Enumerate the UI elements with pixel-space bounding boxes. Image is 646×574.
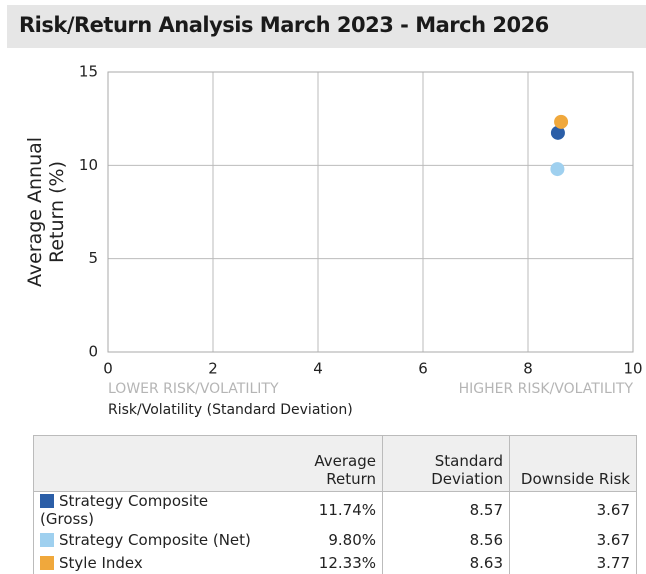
header-cell: Standard Deviation xyxy=(382,435,510,492)
value-cell: 9.80% xyxy=(260,528,383,551)
point xyxy=(554,114,569,129)
series-cell: Strategy Composite (Net) xyxy=(33,528,260,551)
series-name: Style Index xyxy=(59,553,143,572)
point xyxy=(550,125,565,140)
x-tick-label: 6 xyxy=(418,360,428,378)
point xyxy=(550,162,565,177)
x-tick-label: 0 xyxy=(103,360,113,378)
table-row: Strategy Composite (Gross) 11.74% 8.57 3.67 xyxy=(33,491,637,528)
swatch xyxy=(40,494,54,508)
value-cell: 3.67 xyxy=(509,491,637,528)
x-tick-label: 2 xyxy=(208,360,218,378)
swatch xyxy=(40,532,54,547)
title: Risk/Return Analysis March 2023 - March … xyxy=(19,13,549,37)
y-axis-label: Average AnnualReturn (%) xyxy=(24,137,68,287)
value-cell: 11.74% xyxy=(260,491,383,528)
series-cell: Style Index xyxy=(33,551,260,574)
stats-table: Average Return Standard Deviation Downsi… xyxy=(33,435,637,574)
series-name: Strategy Composite (Gross) xyxy=(40,492,209,528)
value-cell: 3.67 xyxy=(509,528,637,551)
swatch xyxy=(40,555,54,570)
plot-border xyxy=(107,71,634,353)
y-axis-label-line: Average Annual xyxy=(24,137,46,287)
x-tick-label: 10 xyxy=(623,360,642,378)
y-tick-label: 5 xyxy=(88,249,98,267)
header-cell: Average Return xyxy=(260,435,383,492)
series-name: Strategy Composite (Net) xyxy=(59,530,251,549)
header-row: Average Return Standard Deviation Downsi… xyxy=(33,435,637,492)
x-tick-label: 4 xyxy=(313,360,323,378)
series-cell: Strategy Composite (Gross) xyxy=(33,491,260,528)
table-row: Strategy Composite (Net) 9.80% 8.56 3.67 xyxy=(33,528,637,551)
annotation: LOWER RISK/VOLATILITY xyxy=(108,381,279,397)
value-cell: 8.57 xyxy=(382,491,510,528)
table-row: Style Index 12.33% 8.63 3.77 xyxy=(33,551,637,574)
x-axis-label: Risk/Volatility (Standard Deviation) xyxy=(108,402,353,418)
header-cell: Downside Risk xyxy=(509,435,637,492)
x-tick-label: 8 xyxy=(523,360,533,378)
header: Risk/Return Analysis March 2023 - March … xyxy=(7,5,646,48)
y-axis-label-line: Return (%) xyxy=(46,161,68,263)
y-tick-label: 0 xyxy=(88,343,98,361)
value-cell: 8.56 xyxy=(382,528,510,551)
value-cell: 8.63 xyxy=(382,551,510,574)
header-cell xyxy=(33,435,260,492)
annotation: HIGHER RISK/VOLATILITY xyxy=(459,381,634,397)
y-tick-label: 10 xyxy=(79,156,98,174)
value-cell: 12.33% xyxy=(260,551,383,574)
y-tick-label: 15 xyxy=(79,63,98,81)
chart: 0 5 10 15 0 2 4 6 8 10 LOWER RISK/VOLATILITY HIGHER… xyxy=(24,63,643,419)
value-cell: 3.77 xyxy=(509,551,637,574)
